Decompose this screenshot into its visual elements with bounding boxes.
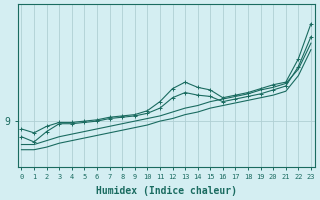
X-axis label: Humidex (Indice chaleur): Humidex (Indice chaleur) xyxy=(96,186,237,196)
